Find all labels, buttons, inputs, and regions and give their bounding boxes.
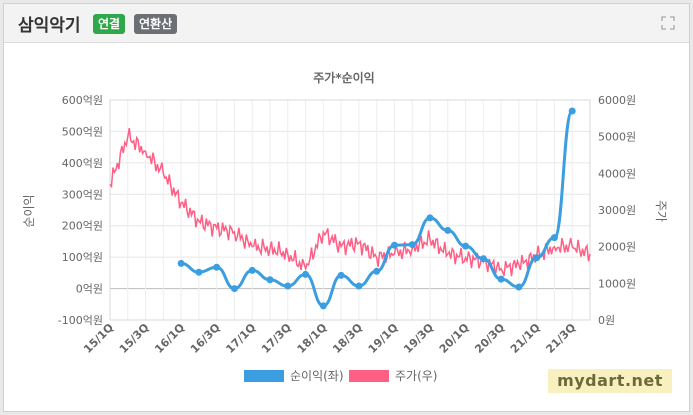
net-income-point xyxy=(213,263,221,271)
net-income-point xyxy=(426,214,434,222)
x-tick-label: 16/3Q xyxy=(188,321,223,356)
axis-labels: -100억원 0억원 100억원 200억원 300억원 400억원 500억원 600억원 0… xyxy=(58,94,636,356)
net-income-point xyxy=(266,276,274,284)
legend-swatch xyxy=(244,370,284,382)
net-income-point xyxy=(230,285,238,293)
net-income-point xyxy=(373,267,381,275)
y-axis-label-left: 순이익 xyxy=(22,194,36,227)
net-income-point xyxy=(195,268,203,276)
y-tick-label-left: 300억원 xyxy=(62,188,103,201)
y-tick-label-left: 100억원 xyxy=(62,251,103,264)
y-tick-label-right: 0원 xyxy=(598,314,615,327)
y-tick-label-right: 1000원 xyxy=(598,277,636,290)
series-layer xyxy=(109,107,591,310)
y-tick-label-left: 400억원 xyxy=(62,157,103,170)
x-tick-label: 20/3Q xyxy=(472,321,507,356)
y-tick-label-right: 4000원 xyxy=(598,167,636,180)
net-income-point xyxy=(533,254,541,262)
net-income-point xyxy=(479,255,487,263)
x-tick-label: 21/3Q xyxy=(543,321,578,356)
consolidated-badge[interactable]: 연결 xyxy=(93,14,126,34)
x-tick-label: 21/1Q xyxy=(508,321,543,356)
expand-icon[interactable] xyxy=(661,16,675,30)
legend[interactable]: 순이익(좌) 주가(우) xyxy=(244,369,437,383)
net-income-point xyxy=(390,241,398,249)
stock-price-line xyxy=(109,127,591,277)
net-income-point xyxy=(337,271,345,279)
x-tick-label: 18/1Q xyxy=(295,321,330,356)
y-tick-label-left: -100억원 xyxy=(58,314,103,327)
net-income-point xyxy=(302,270,310,278)
plot-frame xyxy=(109,99,591,321)
net-income-point xyxy=(177,259,185,267)
legend-label: 주가(우) xyxy=(395,369,437,383)
x-tick-label: 20/1Q xyxy=(437,321,472,356)
y-tick-label-right: 3000원 xyxy=(598,204,636,217)
chart-title: 주가*순이익 xyxy=(313,70,374,85)
watermark: mydart.net xyxy=(548,369,672,393)
y-axis-label-right: 주가 xyxy=(654,200,668,222)
x-tick-label: 17/1Q xyxy=(223,321,258,356)
legend-swatch xyxy=(349,370,389,382)
net-income-point xyxy=(444,226,452,234)
net-income-point xyxy=(248,266,256,274)
y-tick-label-right: 2000원 xyxy=(598,241,636,254)
x-tick-label: 19/3Q xyxy=(401,321,436,356)
net-income-point xyxy=(284,282,292,290)
y-tick-label-right: 6000원 xyxy=(598,94,636,107)
net-income-point xyxy=(497,275,505,283)
y-tick-label-left: 0억원 xyxy=(76,283,103,296)
chart-panel: 삼익악기 연결 연환산 주가*순이익 순이익 주가 -100억원 0억원 100억원… xyxy=(3,3,690,412)
panel-header: 삼익악기 연결 연환산 xyxy=(4,4,689,43)
annualized-badge[interactable]: 연환산 xyxy=(134,14,178,34)
net-income-point xyxy=(319,302,327,310)
y-tick-label-right: 5000원 xyxy=(598,131,636,144)
x-tick-label: 17/3Q xyxy=(259,321,294,356)
x-tick-label: 16/1Q xyxy=(152,321,187,356)
x-tick-label: 18/3Q xyxy=(330,321,365,356)
net-income-point xyxy=(462,242,470,250)
y-tick-label-left: 600억원 xyxy=(62,94,103,107)
net-income-point xyxy=(408,241,416,249)
net-income-point xyxy=(568,107,576,115)
net-income-point xyxy=(355,282,363,290)
net-income-point xyxy=(550,234,558,242)
chart: 주가*순이익 순이익 주가 -100억원 0억원 100억원 200억원 300억원 40… xyxy=(22,70,668,383)
y-tick-label-left: 200억원 xyxy=(62,220,103,233)
x-tick-label: 19/1Q xyxy=(366,321,401,356)
x-tick-label: 15/3Q xyxy=(117,321,152,356)
y-tick-label-left: 500억원 xyxy=(62,125,103,138)
net-income-line xyxy=(180,109,574,308)
company-title: 삼익악기 xyxy=(18,16,81,36)
net-income-point xyxy=(515,283,523,291)
legend-label: 순이익(좌) xyxy=(290,369,344,383)
